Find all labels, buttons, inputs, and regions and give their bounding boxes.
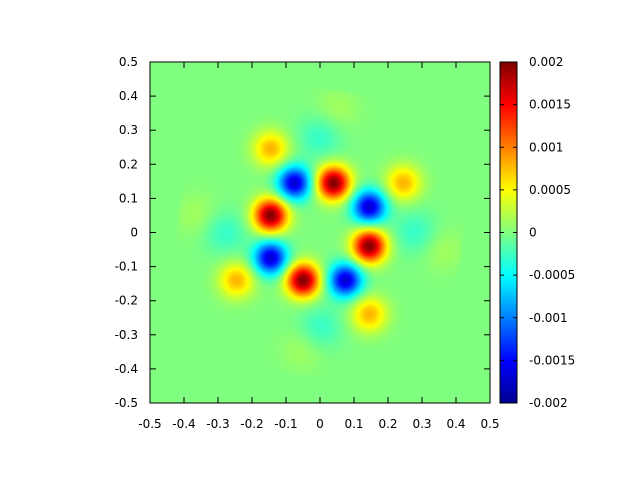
y-tick-label: -0.2	[115, 294, 138, 308]
y-tick-label: 0.3	[119, 123, 138, 137]
colorbar-tick-label: 0.001	[529, 140, 563, 154]
x-tick-label: 0	[316, 417, 324, 431]
y-tick-label: 0.4	[119, 89, 138, 103]
x-tick-label: -0.5	[138, 417, 161, 431]
colorbar-tick-label: 0.002	[529, 55, 563, 69]
colorbar-tick-label: 0.0005	[529, 183, 571, 197]
y-tick-label: -0.5	[115, 396, 138, 410]
y-axis: 0.5 0.4 0.3 0.2 0.1 0 -0.1 -0.2 -0.3 -0.4 -0.5	[115, 55, 490, 410]
y-tick-label: -0.4	[115, 362, 138, 376]
y-tick-label: -0.1	[115, 260, 138, 274]
y-tick-label: 0.2	[119, 157, 138, 171]
colorbar-tick-label: -0.002	[529, 396, 568, 410]
x-tick-label: -0.3	[206, 417, 229, 431]
y-tick-label: -0.3	[115, 328, 138, 342]
plot-area	[149, 61, 491, 404]
colorbar-tick-label: 0.0015	[529, 98, 571, 112]
colorbar-tick-label: -0.0005	[529, 268, 575, 282]
y-tick-label: 0.1	[119, 191, 138, 205]
y-tick-label: 0.5	[119, 55, 138, 69]
x-tick-label: -0.2	[240, 417, 263, 431]
heatmap-canvas	[150, 62, 490, 403]
x-tick-label: -0.4	[172, 417, 195, 431]
x-tick-label: 0.4	[446, 417, 465, 431]
colorbar-ticks: 0.002 0.0015 0.001 0.0005 0 -0.0005 -0.001 -0.0…	[500, 55, 575, 410]
colorbar: 0.002 0.0015 0.001 0.0005 0 -0.0005 -0.001 -0.0…	[499, 55, 575, 410]
y-tick-label: 0	[130, 226, 138, 240]
x-tick-label: 0.3	[412, 417, 431, 431]
x-axis: -0.5 -0.4 -0.3 -0.2 -0.1 0 0.1 0.2 0.3 0.4 0.5	[138, 62, 500, 431]
x-tick-label: 0.5	[480, 417, 499, 431]
x-tick-label: 0.1	[344, 417, 363, 431]
colorbar-tick-label: -0.001	[529, 311, 568, 325]
colorbar-tick-label: 0	[529, 226, 537, 240]
colorbar-tick-label: -0.0015	[529, 353, 575, 367]
x-tick-label: 0.2	[378, 417, 397, 431]
x-tick-label: -0.1	[274, 417, 297, 431]
